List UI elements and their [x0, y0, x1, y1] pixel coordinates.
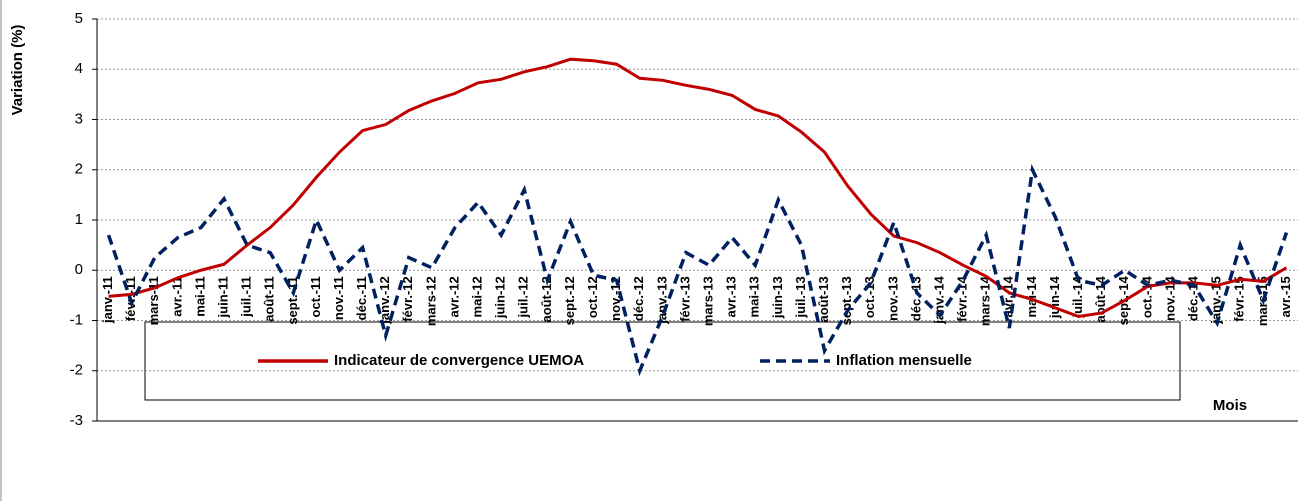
x-tick-label: févr.-13: [677, 276, 692, 322]
x-tick-label: nov.-13: [885, 276, 900, 321]
x-tick-label: mai-11: [192, 276, 207, 316]
x-tick-label: juin-12: [493, 276, 508, 319]
y-axis-title: Variation (%): [9, 25, 26, 116]
x-tick-label: juin-14: [1047, 275, 1062, 319]
x-tick-label: févr.-12: [400, 276, 415, 322]
x-tick-label: juin-13: [770, 276, 785, 319]
x-tick-label: juil.-11: [239, 276, 254, 317]
x-tick-label: nov.-14: [1162, 275, 1177, 320]
x-tick-label: janv.-14: [931, 275, 946, 324]
y-tick-label: 1: [75, 211, 83, 228]
y-tick-label: 4: [75, 60, 83, 77]
x-tick-label: mars-11: [146, 276, 161, 325]
y-tick-label: 2: [75, 161, 83, 178]
x-tick-label: déc.-13: [908, 276, 923, 321]
x-tick-label: oct.-11: [308, 276, 323, 317]
x-tick-label: sept.-13: [839, 276, 854, 325]
x-tick-label: août-11: [262, 276, 277, 322]
x-tick-label: déc.-14: [1186, 275, 1201, 321]
y-tick-label: -1: [70, 311, 83, 328]
x-axis-title: Mois: [1213, 397, 1247, 414]
y-tick-label: 3: [75, 110, 83, 127]
x-tick-label: déc.-12: [631, 276, 646, 321]
legend-box: [144, 321, 1181, 401]
x-tick-label: mars-12: [423, 276, 438, 326]
x-tick-label: avr.-13: [724, 276, 739, 317]
x-tick-label: nov.-12: [608, 276, 623, 321]
x-tick-label: sept.-12: [562, 276, 577, 325]
y-tick-label: -2: [70, 362, 83, 379]
series-line: [106, 163, 1289, 377]
x-tick-label: janv.-11: [100, 276, 115, 324]
x-tick-label: juin-11: [215, 276, 230, 318]
x-tick-label: déc.-11: [354, 276, 369, 320]
x-tick-label: avr.-15: [1278, 276, 1293, 317]
x-tick-label: juil.-12: [516, 276, 531, 318]
series-line: [108, 57, 1288, 319]
x-tick-label: avr.-12: [446, 276, 461, 317]
x-tick-label: mars-13: [700, 276, 715, 326]
x-tick-label: mai-12: [470, 276, 485, 317]
y-tick-label: 5: [75, 10, 83, 27]
x-tick-label: avr.-11: [169, 276, 184, 317]
x-tick-label: janv.-13: [654, 276, 669, 324]
x-tick-label: mai-14: [1024, 275, 1039, 317]
x-tick-label: oct.-12: [585, 276, 600, 318]
x-tick-label: nov.-11: [331, 276, 346, 320]
x-tick-label: juil.-13: [793, 276, 808, 318]
y-tick-label: -3: [70, 412, 83, 429]
x-tick-label: août-13: [816, 276, 831, 322]
x-tick-label: mars-14: [978, 275, 993, 326]
y-tick-label: 0: [75, 261, 83, 278]
x-tick-label: févr.-14: [955, 275, 970, 321]
legend-label: Inflation mensuelle: [836, 352, 972, 369]
x-tick-label: févr.-15: [1232, 276, 1247, 322]
x-tick-label: août-12: [539, 276, 554, 322]
legend-label: Indicateur de convergence UEMOA: [334, 352, 584, 369]
x-tick-label: juil.-14: [1070, 275, 1085, 318]
x-tick-label: mai-13: [747, 276, 762, 317]
